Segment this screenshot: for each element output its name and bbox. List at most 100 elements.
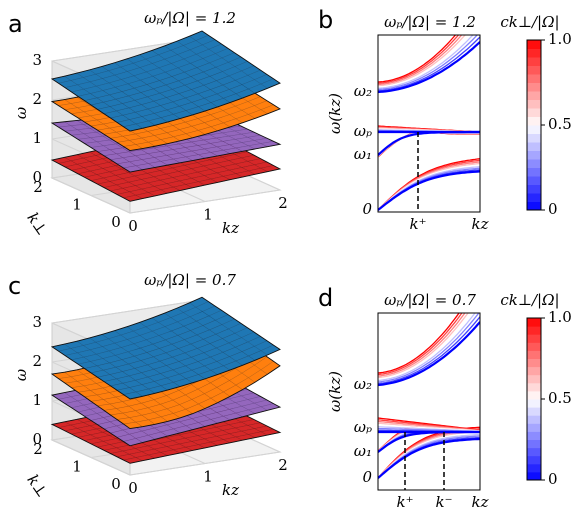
y-tick-label: 1 xyxy=(72,458,82,476)
colorbar-step xyxy=(527,116,541,126)
colorbar-step xyxy=(527,415,541,424)
plot-frame xyxy=(377,312,481,491)
colorbar-step xyxy=(527,108,541,117)
colorbar-step xyxy=(527,463,541,473)
dispersion-curve xyxy=(378,35,457,83)
y-tick-label: ω₂ xyxy=(354,375,372,393)
x-tick-label: kz xyxy=(472,215,489,233)
colorbar-step xyxy=(527,82,541,92)
colorbar-step xyxy=(527,439,541,449)
panel-title: ωₚ/|Ω| = 0.7 xyxy=(144,271,236,289)
dispersion-curve xyxy=(378,35,479,91)
colorbar-tick-label: 0 xyxy=(548,200,558,218)
colorbar-label: ck⊥/|Ω| xyxy=(500,13,559,31)
colorbar-step xyxy=(527,133,541,143)
colorbar-step xyxy=(527,382,541,392)
z-tick-label: 0 xyxy=(32,168,42,186)
colorbar-step xyxy=(527,447,541,457)
y-tick-label: 2 xyxy=(33,440,43,458)
colorbar-step xyxy=(527,48,541,58)
dispersion-curve xyxy=(378,313,460,374)
colorbar-step xyxy=(527,99,541,109)
colorbar-step xyxy=(527,366,541,376)
dispersion-curve xyxy=(378,131,480,157)
colorbar-step xyxy=(527,167,541,177)
colorbar-step xyxy=(527,334,541,343)
colorbar-step xyxy=(527,40,541,49)
y-tick-label: 0 xyxy=(111,213,121,231)
dispersion-curve xyxy=(378,313,466,377)
colorbar-tick-label: 0.5 xyxy=(548,389,572,407)
y-tick-label: 1 xyxy=(72,196,82,214)
colorbar-step xyxy=(527,91,541,100)
x-tick-label: 2 xyxy=(278,456,288,474)
dispersion-curve xyxy=(378,313,463,376)
dispersion-curve xyxy=(378,35,460,84)
z-axis-label: ω xyxy=(12,369,30,381)
plot-frame xyxy=(377,34,481,213)
colorbar-step xyxy=(527,74,541,83)
x-tick-label: kz xyxy=(472,493,489,511)
colorbar-step xyxy=(527,455,541,465)
dispersion-curve xyxy=(378,437,480,479)
colorbar-step xyxy=(527,318,541,327)
colorbar-step xyxy=(527,350,541,359)
colorbar-step xyxy=(527,57,541,66)
z-tick-label: 2 xyxy=(32,90,42,108)
dispersion-curve xyxy=(378,313,473,380)
z-axis-label: ω xyxy=(12,107,30,119)
grid-line xyxy=(129,451,281,476)
surface-edge xyxy=(50,30,281,132)
z-tick-label: 1 xyxy=(32,391,42,409)
colorbar-tick-label: 1.0 xyxy=(548,308,572,326)
x-tick-label: 1 xyxy=(203,468,213,486)
colorbar-step xyxy=(527,142,541,151)
colorbar-step xyxy=(527,342,541,351)
x-tick-label: 1 xyxy=(203,206,213,224)
grid-line xyxy=(51,299,203,324)
dispersion-curve xyxy=(378,313,480,383)
panel-label: d xyxy=(318,284,333,312)
curves xyxy=(378,313,480,479)
colorbar-step xyxy=(527,176,541,185)
x-tick-label: k⁺ xyxy=(409,215,426,233)
dispersion-curve xyxy=(378,130,480,156)
grid-line xyxy=(129,189,281,214)
x-axis-label: kz xyxy=(222,481,239,499)
z-tick-label: 0 xyxy=(32,430,42,448)
x-tick-label: 2 xyxy=(278,194,288,212)
panel-title: ωₚ/|Ω| = 1.2 xyxy=(384,13,476,31)
dispersion-curve xyxy=(378,313,469,379)
colorbar-step xyxy=(527,374,541,384)
colorbar-step xyxy=(527,65,541,75)
x-tick-label: 0 xyxy=(128,217,138,235)
z-tick-label: 1 xyxy=(32,129,42,147)
x-tick-label: 0 xyxy=(128,479,138,497)
y-tick-label: ω₁ xyxy=(354,442,372,460)
x-tick-label: k⁻ xyxy=(435,493,452,511)
colorbar-step xyxy=(527,390,541,400)
z-tick-label: 3 xyxy=(32,51,42,69)
panel-label: a xyxy=(8,10,23,38)
colorbar-step xyxy=(527,150,541,160)
x-axis-label: kz xyxy=(222,219,239,237)
y-tick-label: 0 xyxy=(362,468,372,486)
y-tick-label: 2 xyxy=(33,178,43,196)
colorbar-step xyxy=(527,399,541,408)
dispersion-curve xyxy=(378,321,480,387)
colorbar-step xyxy=(527,125,541,134)
colorbar-step xyxy=(527,431,541,440)
panel-label: c xyxy=(8,272,21,300)
colorbar-step xyxy=(527,159,541,168)
colorbar-label: ck⊥/|Ω| xyxy=(500,291,559,309)
dispersion-curve xyxy=(378,426,480,479)
dispersion-curve xyxy=(378,35,463,86)
y-axis-label: ω(kz) xyxy=(326,93,344,134)
z-tick-label: 3 xyxy=(32,313,42,331)
colorbar-step xyxy=(527,184,541,194)
dispersion-curve xyxy=(378,313,476,382)
colorbar-step xyxy=(527,407,541,416)
colorbar-tick-label: 0.5 xyxy=(548,115,572,133)
surface-edge xyxy=(50,296,281,400)
